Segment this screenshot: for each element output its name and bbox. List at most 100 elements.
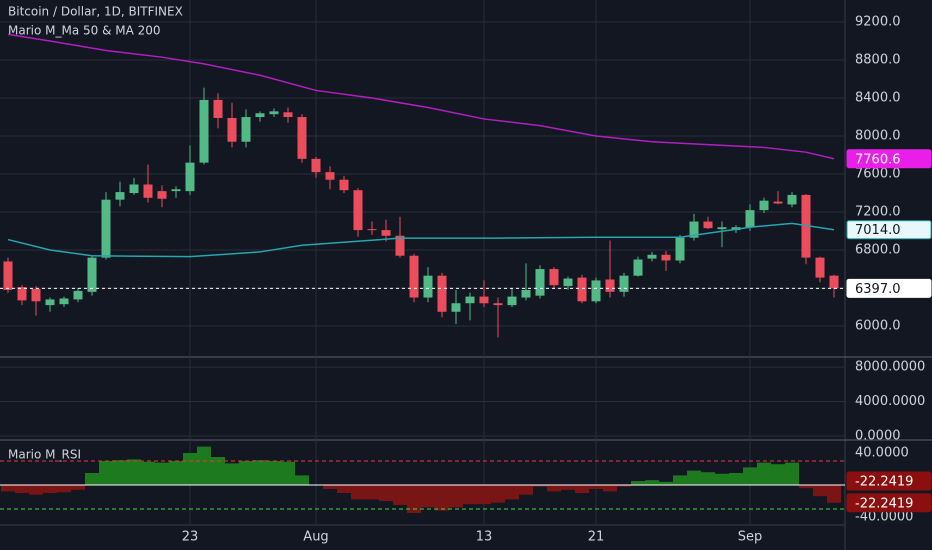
candle-body — [143, 184, 153, 198]
candle-body — [493, 303, 503, 306]
candle-body — [395, 235, 405, 256]
moving-average — [7, 33, 835, 160]
rsi-bar — [687, 470, 701, 485]
y-tick-label: 7200.0 — [855, 205, 901, 220]
rsi-bar — [113, 460, 127, 485]
candle-body — [521, 289, 531, 298]
rsi-bar — [449, 485, 463, 508]
rsi-bar — [771, 464, 785, 485]
price-label-box — [846, 493, 932, 513]
rsi-bar — [337, 485, 351, 493]
candle-body — [437, 275, 447, 312]
chart-title: Bitcoin / Dollar, 1D, BITFINEX — [8, 5, 183, 19]
indicator-name: Mario M_RSI — [8, 448, 81, 462]
rsi-bar — [673, 475, 687, 485]
candle-body — [325, 172, 335, 180]
y-tick-label: 6800.0 — [855, 243, 901, 258]
candle-body — [577, 277, 587, 302]
candle-body — [157, 191, 167, 199]
candle-body — [199, 99, 209, 163]
candle-body — [717, 227, 727, 230]
rsi-bar — [827, 485, 841, 503]
rsi-bar — [183, 453, 197, 485]
candle-body — [661, 254, 671, 261]
rsi-bar — [15, 485, 29, 493]
rsi-bar — [701, 472, 715, 485]
rsi-bar — [799, 485, 813, 489]
rsi-bar — [99, 461, 113, 485]
price-label: -22.2419 — [855, 475, 913, 490]
y-tick-label: 9200.0 — [855, 15, 901, 30]
rsi-bar — [575, 485, 589, 493]
candle-body — [255, 113, 265, 118]
candle-body — [297, 117, 307, 159]
rsi-bar — [757, 462, 771, 485]
rsi-bar — [211, 457, 225, 485]
x-tick-label: 23 — [182, 530, 199, 545]
moving-average — [7, 222, 835, 258]
rsi-bar — [407, 485, 421, 513]
candle-body — [675, 237, 685, 261]
rsi-bar — [267, 461, 281, 485]
y-tick-label: 8800.0 — [855, 53, 901, 68]
candle-body — [87, 257, 97, 292]
rsi-bar — [659, 481, 673, 485]
indicator-name: Mario M_Ma 50 & MA 200 — [8, 24, 161, 38]
rsi-bar — [393, 485, 407, 505]
candle-body — [703, 221, 713, 229]
x-tick-label: Aug — [303, 530, 328, 545]
rsi-bar — [169, 461, 183, 485]
rsi-bar — [813, 485, 827, 497]
candle-body — [185, 162, 195, 192]
candle-body — [17, 287, 27, 301]
rsi-bar — [603, 485, 617, 492]
candle-body — [633, 259, 643, 276]
rsi-bar — [127, 459, 141, 485]
rsi-bar — [463, 485, 477, 505]
candle-body — [815, 257, 825, 278]
candle-body — [465, 296, 475, 304]
candle-body — [269, 111, 279, 115]
y-tick-label: 7600.0 — [855, 167, 901, 182]
rsi-bar — [253, 460, 267, 485]
rsi-bar — [43, 485, 57, 493]
candle-body — [423, 275, 433, 298]
y-tick-label: 4000.0000 — [855, 394, 925, 409]
rsi-bar — [1, 485, 15, 492]
rsi-bar — [729, 473, 743, 485]
candle-body — [787, 194, 797, 205]
x-tick-label: 21 — [588, 530, 605, 545]
rsi-bar — [365, 485, 379, 500]
rsi-bar — [645, 480, 659, 485]
candle-body — [647, 254, 657, 259]
price-label: 7760.6 — [855, 152, 901, 167]
rsi-bar — [519, 485, 533, 495]
x-tick-label: Sep — [738, 530, 763, 545]
candle-body — [535, 269, 545, 296]
y-tick-label: 0.0000 — [855, 428, 901, 443]
y-tick-label: 6000.0 — [855, 319, 901, 334]
y-tick-label: 8000.0000 — [855, 360, 925, 375]
candle-body — [101, 199, 111, 258]
rsi-bar — [29, 485, 43, 495]
candle-body — [31, 288, 41, 302]
y-tick-label: 40.0000 — [855, 446, 909, 461]
rsi-bar — [225, 463, 239, 485]
candle-body — [619, 275, 629, 292]
candle-body — [591, 280, 601, 302]
price-label: 6397.0 — [855, 282, 901, 297]
candle-body — [115, 192, 125, 200]
rsi-bar — [743, 467, 757, 485]
candle-body — [381, 230, 391, 236]
candle-body — [759, 200, 769, 211]
rsi-bar — [715, 473, 729, 485]
candle-body — [367, 229, 377, 231]
rsi-bar — [85, 473, 99, 485]
rsi-bar — [533, 485, 547, 487]
rsi-bar — [505, 485, 519, 500]
price-label: -22.2419 — [855, 496, 913, 511]
rsi-bar — [477, 485, 491, 505]
candle-body — [59, 298, 69, 305]
y-tick-label: 8000.0 — [855, 129, 901, 144]
